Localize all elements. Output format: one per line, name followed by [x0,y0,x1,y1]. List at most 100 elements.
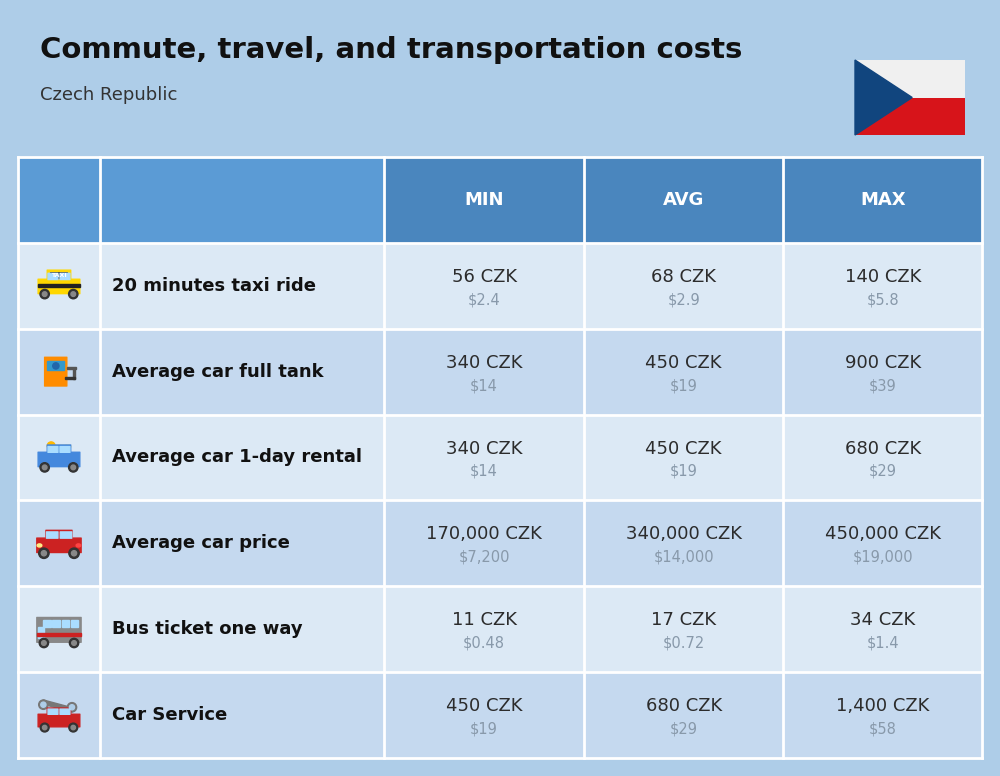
Text: 17 CZK: 17 CZK [651,611,716,629]
FancyBboxPatch shape [47,270,71,280]
Text: 20 minutes taxi ride: 20 minutes taxi ride [112,277,316,295]
Bar [65,445,67,449]
Ellipse shape [76,544,81,547]
Circle shape [69,639,79,648]
FancyBboxPatch shape [45,357,67,386]
Text: 340 CZK: 340 CZK [446,439,522,458]
Text: $0.72: $0.72 [663,636,705,651]
Circle shape [41,551,46,556]
Text: 900 CZK: 900 CZK [845,354,921,372]
Bar [384,157,584,243]
Bar [62,620,69,626]
Bar [18,501,982,587]
Bar [18,414,982,501]
Circle shape [71,726,75,729]
Text: 450 CZK: 450 CZK [645,354,722,372]
Circle shape [47,442,55,450]
Bar [18,672,982,758]
Bar [68,445,70,447]
Text: 56 CZK: 56 CZK [452,268,517,286]
Circle shape [39,639,49,648]
Text: $14,000: $14,000 [653,550,714,565]
Text: $58: $58 [869,722,897,736]
Circle shape [69,723,78,732]
Text: 680 CZK: 680 CZK [845,439,921,458]
Bar [65,377,75,379]
Circle shape [71,292,76,296]
FancyBboxPatch shape [48,709,58,714]
Bar [37,632,81,636]
Text: 340,000 CZK: 340,000 CZK [626,525,742,543]
Text: 34 CZK: 34 CZK [850,611,915,629]
Text: 68 CZK: 68 CZK [651,268,716,286]
Text: Czech Republic: Czech Republic [40,86,177,104]
Bar [855,60,965,98]
Bar [55,445,69,446]
Text: $19: $19 [670,464,698,479]
Bar [783,157,982,243]
Text: $2.9: $2.9 [667,293,700,307]
FancyBboxPatch shape [48,273,58,279]
FancyBboxPatch shape [60,532,72,539]
Text: 450,000 CZK: 450,000 CZK [825,525,941,543]
Polygon shape [855,60,912,135]
Text: $0.48: $0.48 [463,636,505,651]
Text: MAX: MAX [860,191,906,209]
Text: Average car 1-day rental: Average car 1-day rental [112,449,362,466]
Text: $2.4: $2.4 [468,293,500,307]
Bar [43,620,51,626]
Bar [67,367,76,369]
FancyBboxPatch shape [47,708,71,715]
Text: MIN: MIN [464,191,504,209]
Bar [18,157,384,243]
Text: 680 CZK: 680 CZK [646,697,722,715]
Text: $29: $29 [670,722,698,736]
FancyBboxPatch shape [51,273,67,279]
Circle shape [42,292,47,296]
Bar [42,700,73,712]
Bar [18,329,982,414]
Circle shape [67,702,77,712]
Text: Car Service: Car Service [112,706,227,724]
FancyBboxPatch shape [38,279,80,293]
Circle shape [42,465,47,469]
Bar [18,243,982,329]
FancyBboxPatch shape [37,538,81,553]
FancyBboxPatch shape [38,714,80,727]
Bar [38,626,44,639]
Circle shape [42,641,46,646]
Text: $14: $14 [470,464,498,479]
Text: 450 CZK: 450 CZK [645,439,722,458]
Text: 170,000 CZK: 170,000 CZK [426,525,542,543]
Text: Commute, travel, and transportation costs: Commute, travel, and transportation cost… [40,36,742,64]
Ellipse shape [37,544,42,547]
Bar [18,587,982,672]
Text: Average car full tank: Average car full tank [112,362,324,381]
Text: TAXI: TAXI [51,273,67,278]
Circle shape [39,700,48,709]
Circle shape [42,726,47,729]
Circle shape [72,641,76,646]
FancyBboxPatch shape [47,445,71,453]
Bar [47,362,64,370]
Circle shape [69,548,79,559]
Circle shape [40,289,49,299]
Circle shape [69,462,78,472]
FancyBboxPatch shape [60,446,70,452]
Bar [71,620,78,626]
Text: 11 CZK: 11 CZK [452,611,517,629]
Text: $1.4: $1.4 [866,636,899,651]
Text: $5.8: $5.8 [866,293,899,307]
Circle shape [71,465,76,469]
Circle shape [71,551,77,556]
Text: AVG: AVG [663,191,704,209]
Text: 1,400 CZK: 1,400 CZK [836,697,929,715]
FancyBboxPatch shape [46,530,72,539]
Text: $7,200: $7,200 [458,550,510,565]
Bar [38,285,80,287]
Text: 140 CZK: 140 CZK [845,268,921,286]
FancyBboxPatch shape [60,709,70,714]
Text: Average car price: Average car price [112,535,290,553]
Text: 340 CZK: 340 CZK [446,354,522,372]
Circle shape [53,363,59,369]
